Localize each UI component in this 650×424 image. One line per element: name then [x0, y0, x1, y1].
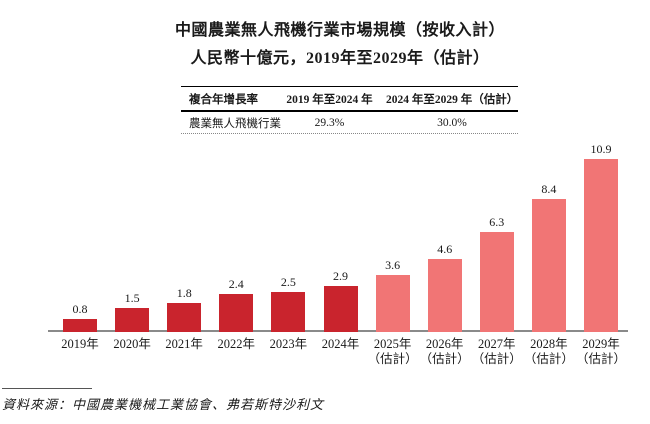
bar-value-label: 2.9: [333, 268, 348, 283]
x-tick-year: 2023年: [269, 337, 308, 351]
x-tick-year: 2029年: [582, 337, 620, 351]
x-tick-year: 2022年: [217, 337, 256, 351]
bar-value-label: 8.4: [541, 181, 557, 196]
x-tick-estimate-suffix: （估計）: [523, 352, 574, 366]
bar-value-label: 1.5: [124, 291, 140, 306]
x-tick-label: 2024年: [306, 337, 376, 352]
x-tick-year: 2024年: [321, 337, 360, 351]
bar-estimate: [375, 274, 410, 332]
cagr-header-2024-2029: 2024 年至2029 年（估計）: [386, 93, 519, 106]
bar-actual: [323, 285, 358, 332]
x-tick-estimate-suffix: （估計）: [419, 352, 470, 366]
bar-value-label: 3.6: [385, 257, 401, 272]
bar-value-label: 2.4: [228, 276, 244, 291]
bar-value-label: 0.8: [72, 302, 88, 317]
x-tick-label: 2029年 （估計）: [566, 337, 636, 367]
cagr-table: 複合年增長率 2019 年至2024 年 2024 年至2029 年（估計） 農…: [181, 86, 518, 134]
x-tick-label: 2020年: [97, 337, 167, 352]
cagr-header-metric: 複合年增長率: [189, 93, 258, 106]
x-tick-label: 2021年: [149, 337, 219, 352]
x-tick-year: 2020年: [113, 337, 151, 351]
bar-value-label: 4.6: [437, 241, 453, 256]
bar-estimate: [427, 258, 462, 332]
x-tick-estimate-suffix: （估計）: [471, 352, 522, 366]
x-tick-label: 2023年: [253, 337, 323, 352]
bar-actual: [271, 292, 306, 332]
bar-actual: [63, 319, 97, 332]
x-tick-label: 2025年 （估計）: [358, 337, 428, 367]
x-tick-estimate-suffix: （估計）: [367, 352, 418, 366]
x-tick-estimate-suffix: （估計）: [575, 352, 626, 366]
cagr-table-data-row: 農業無人飛機行業 29.3% 30.0%: [181, 112, 518, 134]
source-divider: [2, 388, 92, 389]
bar-value-label: 2.5: [280, 275, 296, 290]
x-tick-label: 2028年 （估計）: [514, 337, 584, 367]
bar-chart: 0.8 2019年 1.5 2020年 1.8 2021年 2.4 2022年 2.5 2023年…: [0, 140, 650, 372]
chart-title: 中國農業無人飛機行業市場規模（按收入計）: [174, 22, 505, 39]
bar-estimate: [531, 198, 566, 332]
cagr-value-2019-2024: 29.3%: [314, 116, 345, 129]
x-tick-label: 2027年 （估計）: [462, 337, 532, 367]
chart-subtitle: 人民幣十億元，2019年至2029年（估計）: [190, 50, 490, 67]
bar-value-label: 1.8: [176, 286, 192, 301]
chart-title-block: 中國農業無人飛機行業市場規模（按收入計） 人民幣十億元，2019年至2029年（…: [30, 17, 650, 73]
cagr-header-2019-2024: 2019 年至2024 年: [286, 93, 373, 106]
x-tick-year: 2026年: [425, 337, 464, 351]
bar-value-label: 6.3: [489, 215, 505, 229]
source-text: 資料來源：中國農業機械工業協會、弗若斯特沙利文: [2, 397, 325, 412]
x-tick-label: 2026年 （估計）: [410, 337, 480, 367]
x-tick-label: 2022年: [201, 337, 271, 352]
bar-estimate: [479, 232, 514, 332]
x-tick-year: 2019年: [61, 337, 99, 351]
bar-actual: [167, 303, 202, 332]
bar-value-label: 10.9: [590, 142, 612, 156]
bar-actual: [219, 293, 254, 332]
cagr-row-label: 農業無人飛機行業: [189, 117, 281, 130]
cagr-table-header-row: 複合年增長率 2019 年至2024 年 2024 年至2029 年（估計）: [181, 87, 518, 112]
cagr-value-2024-2029: 30.0%: [437, 116, 467, 129]
x-tick-year: 2021年: [165, 337, 203, 351]
bar-estimate: [584, 159, 618, 332]
x-tick-label: 2019年: [45, 337, 115, 352]
x-tick-year: 2025年: [373, 337, 412, 351]
bar-actual: [115, 308, 150, 332]
x-tick-year: 2028年: [530, 337, 568, 351]
x-tick-year: 2027年: [478, 337, 516, 351]
